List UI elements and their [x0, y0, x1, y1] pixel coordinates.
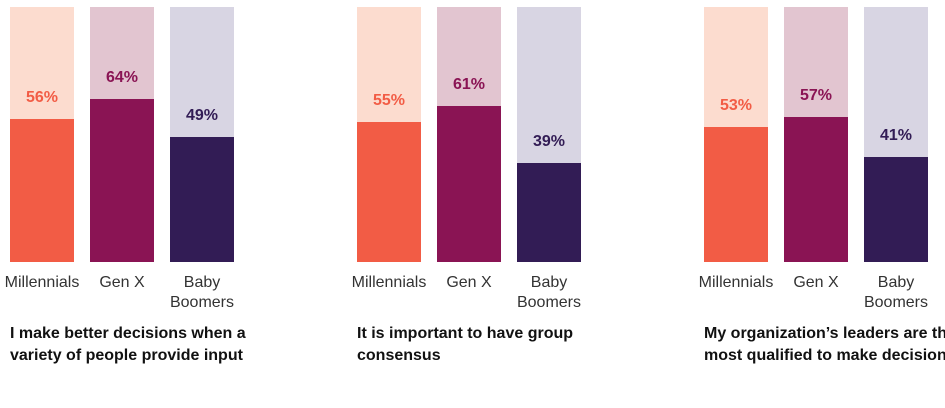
bar: [437, 106, 501, 262]
category-label: Baby Boomers: [516, 274, 582, 311]
category-label: Baby Boomers: [169, 274, 235, 311]
bar-background: 55%: [357, 7, 421, 262]
category-label: Millennials: [4, 274, 80, 291]
bar-background: 39%: [517, 7, 581, 262]
bar-background: 56%: [10, 7, 74, 262]
data-label: 57%: [799, 86, 833, 104]
bar: [784, 116, 848, 262]
bar-background: 61%: [437, 7, 501, 262]
chart-panel: 55% Millennials 61% Gen X 39% Baby Boomers It …: [352, 0, 657, 408]
category-label: Baby Boomers: [863, 274, 929, 311]
data-label: 55%: [372, 91, 406, 109]
chart-panel: 56% Millennials 64% Gen X 49% Baby Boomers I m…: [5, 0, 310, 408]
bar: [357, 121, 421, 262]
chart-panel: 53% Millennials 57% Gen X 41% Baby Boomers My …: [699, 0, 945, 408]
bar-background: 49%: [170, 7, 234, 262]
category-label: Gen X: [446, 274, 492, 291]
bar: [517, 162, 581, 262]
data-label: 53%: [719, 96, 753, 114]
data-label: 49%: [185, 107, 219, 125]
bar-background: 53%: [704, 7, 768, 262]
chart-title: It is important to have group consensus: [357, 325, 574, 364]
bar-background: 57%: [784, 7, 848, 262]
bar-background: 41%: [864, 7, 928, 262]
bar: [90, 98, 154, 262]
bar: [864, 157, 928, 262]
data-label: 39%: [532, 132, 566, 150]
data-label: 64%: [105, 68, 139, 86]
chart-title: My organization’s leaders are the most q…: [704, 325, 945, 364]
category-label: Gen X: [99, 274, 145, 291]
bar: [704, 126, 768, 262]
category-label: Millennials: [351, 274, 427, 291]
category-label: Millennials: [698, 274, 774, 291]
data-label: 61%: [452, 76, 486, 94]
data-label: 41%: [879, 127, 913, 145]
category-label: Gen X: [793, 274, 839, 291]
bar: [170, 137, 234, 262]
chart-title: I make better decisions when a variety o…: [10, 325, 246, 364]
bar: [10, 119, 74, 262]
data-label: 56%: [25, 89, 59, 107]
bar-background: 64%: [90, 7, 154, 262]
